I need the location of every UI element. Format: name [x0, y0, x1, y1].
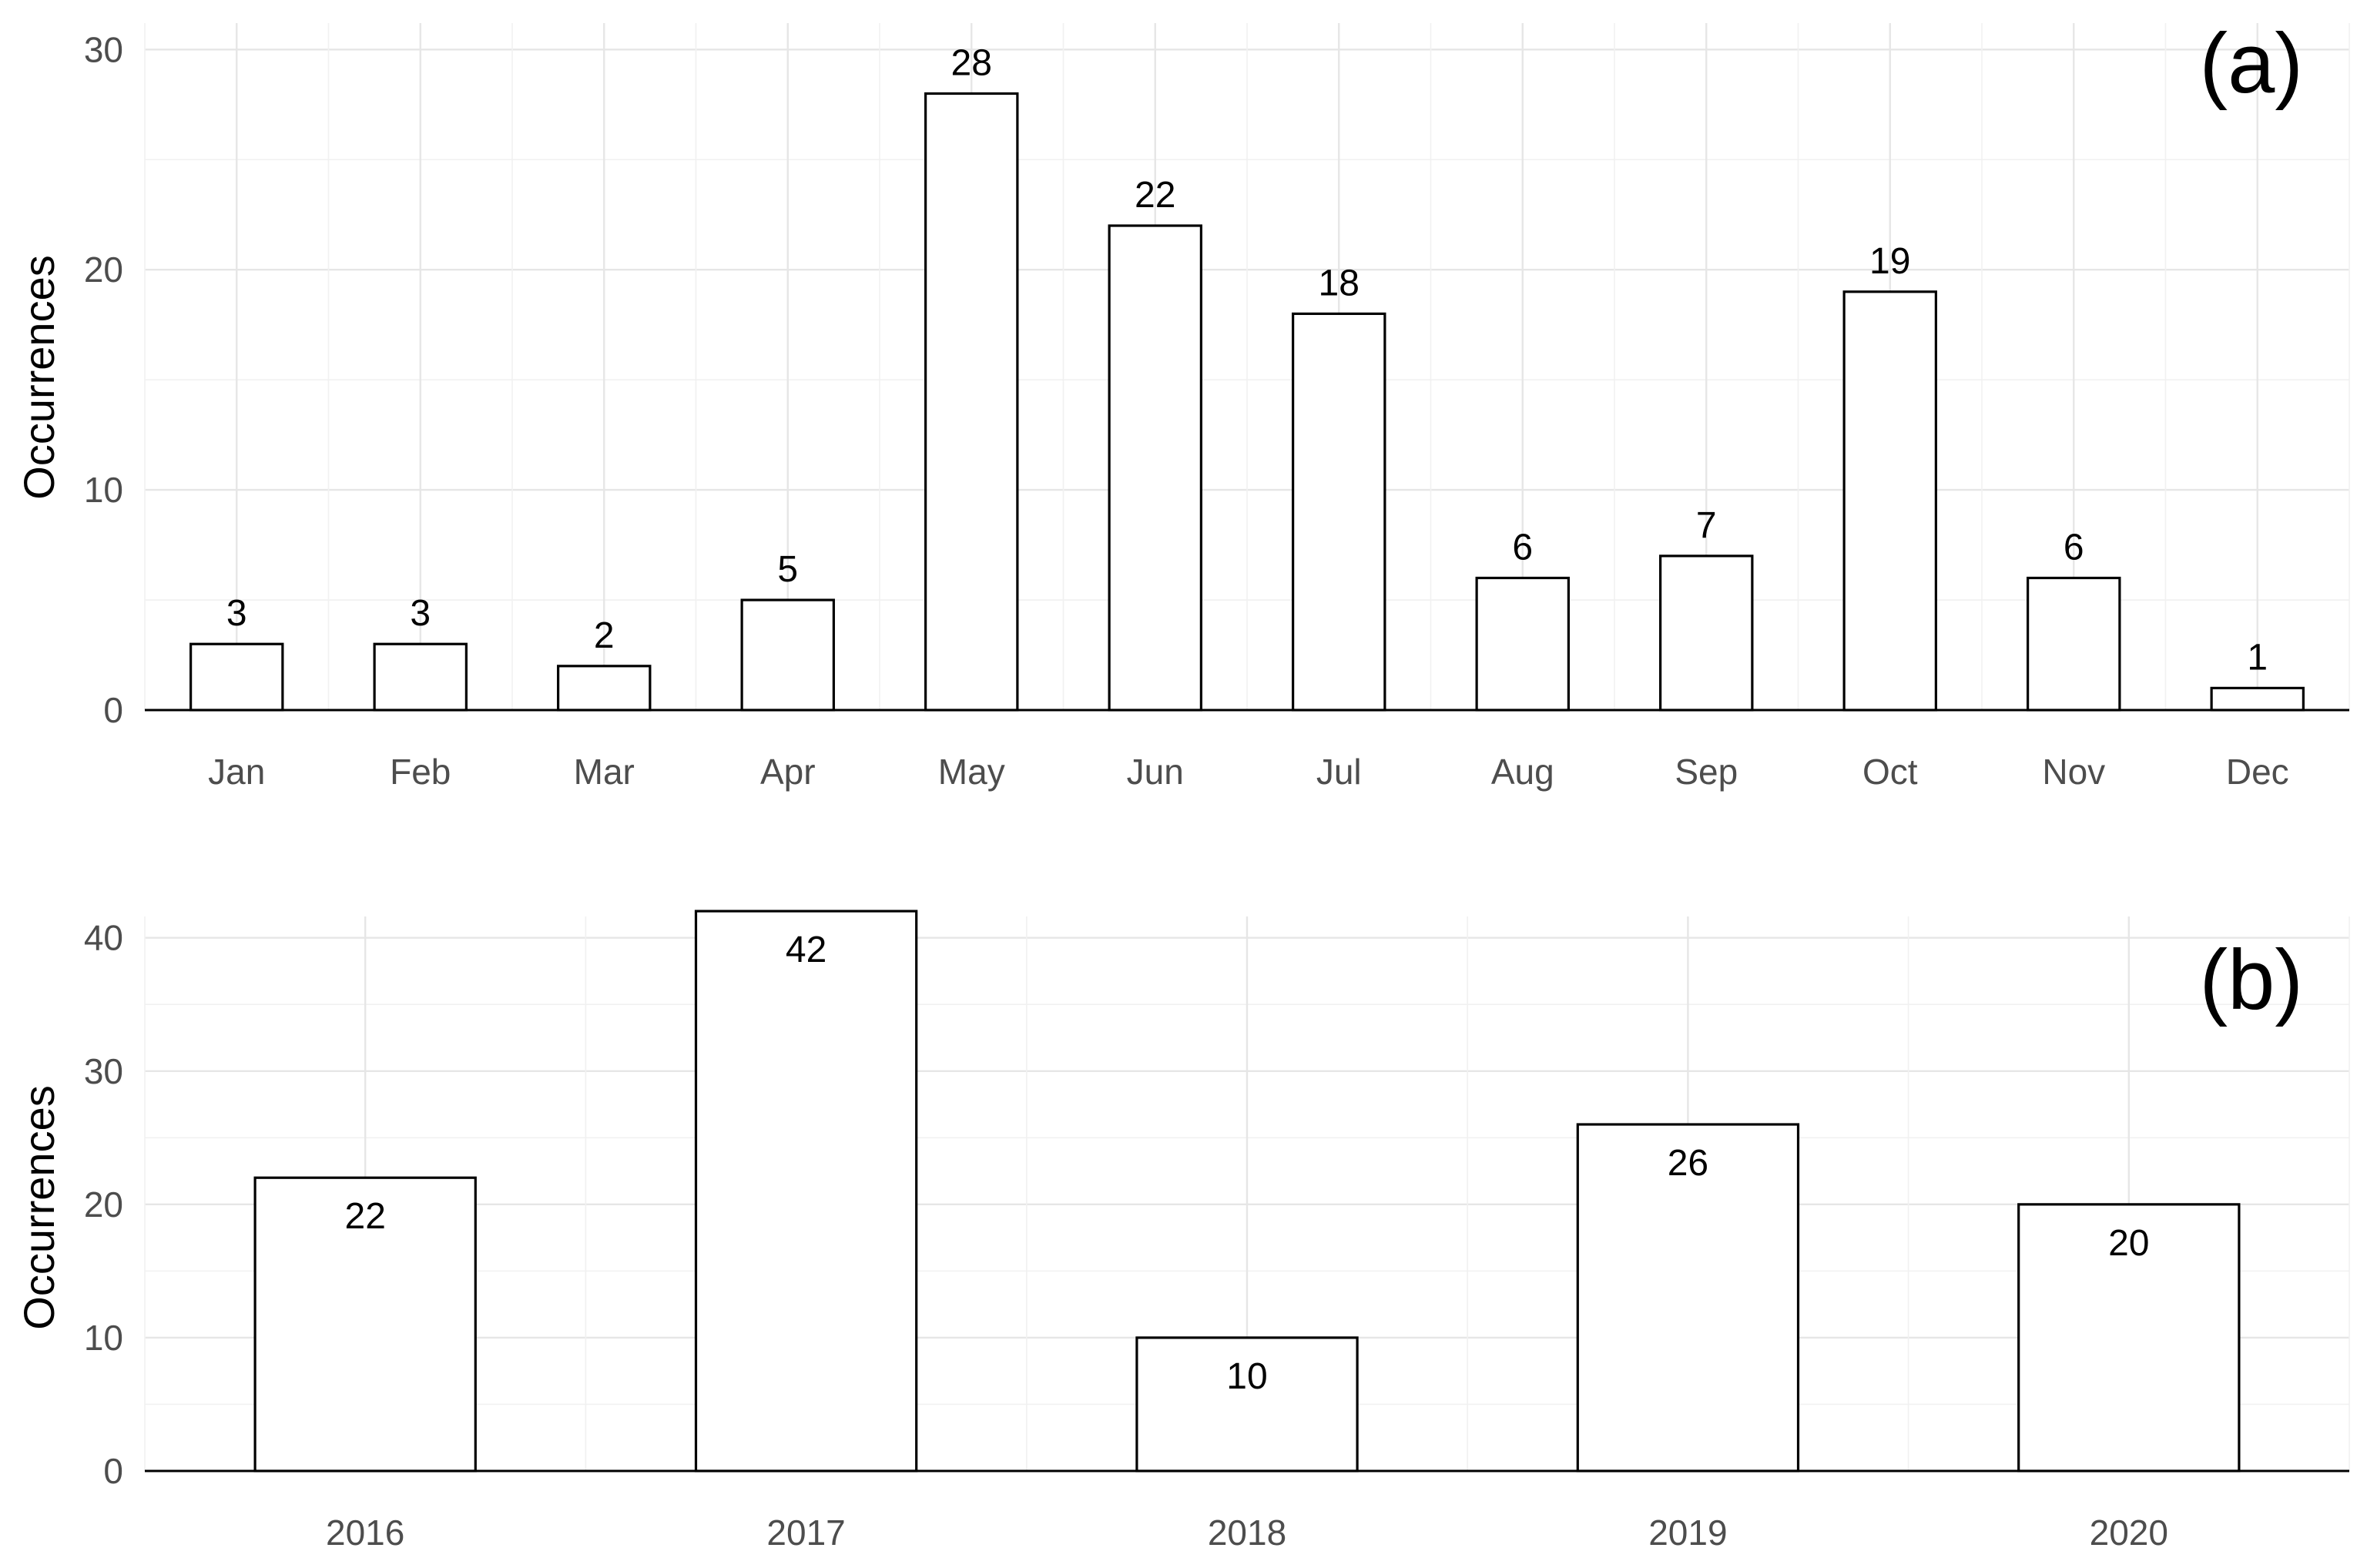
chart-panel-a: 0 10 20 30 3 Jan 3 Feb 2 Mar 5 Apr 28 May 22 Jun 18 Jul 6 A… [15, 16, 2350, 792]
chart-panel-b: 010203040222016422017102018262019202020O… [15, 910, 2350, 1553]
y-tick-label: 20 [84, 250, 123, 290]
y-tick-label: 30 [84, 29, 123, 69]
bar-value-label: 20 [2108, 1223, 2149, 1264]
bar-value-label: 5 [777, 549, 798, 590]
bar-value-label: 42 [786, 930, 826, 970]
bar-2016 [253, 1176, 477, 1473]
bar-value-label: 3 [226, 593, 247, 634]
bar-Sep [1659, 554, 1754, 712]
bar-value-label: 7 [1696, 505, 1717, 546]
x-tick-label: 2016 [326, 1513, 404, 1553]
bar-Jan [189, 642, 284, 712]
bar-value-label: 6 [1512, 527, 1533, 568]
bar-value-label: 28 [951, 42, 992, 83]
y-axis-title: Occurrences [15, 255, 63, 499]
x-tick-label: Mar [574, 752, 635, 792]
x-tick-label: Nov [2042, 752, 2105, 792]
bar-value-label: 19 [1869, 241, 1910, 282]
bar-Nov [2027, 576, 2121, 712]
bar-Dec [2210, 686, 2305, 712]
bar-2019 [1576, 1123, 1800, 1473]
y-tick-label: 30 [84, 1051, 123, 1091]
x-tick-label: Oct [1862, 752, 1918, 792]
bar-Aug [1475, 576, 1570, 712]
bar-value-label: 22 [1135, 175, 1175, 216]
x-tick-label: Jun [1127, 752, 1184, 792]
x-tick-label: May [938, 752, 1005, 792]
x-tick-label: Feb [390, 752, 451, 792]
x-tick-label: Apr [760, 752, 816, 792]
x-tick-label: 2019 [1648, 1513, 1727, 1553]
bar-Oct [1842, 290, 1937, 712]
y-tick-label: 0 [103, 1451, 123, 1491]
x-tick-label: Jul [1316, 752, 1362, 792]
y-tick-label: 40 [84, 918, 123, 958]
bar-value-label: 3 [410, 593, 431, 634]
bar-value-label: 26 [1668, 1143, 1708, 1184]
bar-value-label: 6 [2064, 527, 2084, 568]
bar-May [924, 92, 1019, 712]
x-tick-label: 2018 [1208, 1513, 1286, 1553]
x-tick-label: Sep [1675, 752, 1738, 792]
x-tick-label: 2020 [2090, 1513, 2168, 1553]
bar-Feb [373, 642, 468, 712]
bar-value-label: 1 [2247, 637, 2268, 678]
bar-2018 [1135, 1336, 1359, 1473]
bar-Jun [1108, 224, 1202, 712]
bar-Jul [1292, 312, 1386, 712]
y-tick-label: 20 [84, 1184, 123, 1225]
y-tick-label: 10 [84, 1318, 123, 1358]
bar-Mar [557, 665, 652, 712]
bar-value-label: 2 [594, 615, 615, 656]
bar-value-label: 10 [1226, 1356, 1267, 1397]
bar-2017 [694, 910, 918, 1473]
bar-Apr [740, 598, 835, 712]
x-tick-label: Jan [208, 752, 265, 792]
y-axis-title: Occurrences [15, 1085, 63, 1329]
panel-label: (b) [2200, 933, 2303, 1027]
y-tick-label: 10 [84, 470, 123, 510]
x-tick-label: Dec [2226, 752, 2289, 792]
y-tick-label: 0 [103, 690, 123, 730]
x-tick-label: Aug [1491, 752, 1554, 792]
bar-value-label: 18 [1319, 263, 1360, 303]
x-tick-label: 2017 [766, 1513, 845, 1553]
bar-value-label: 22 [345, 1196, 386, 1237]
panel-label: (a) [2200, 16, 2303, 111]
